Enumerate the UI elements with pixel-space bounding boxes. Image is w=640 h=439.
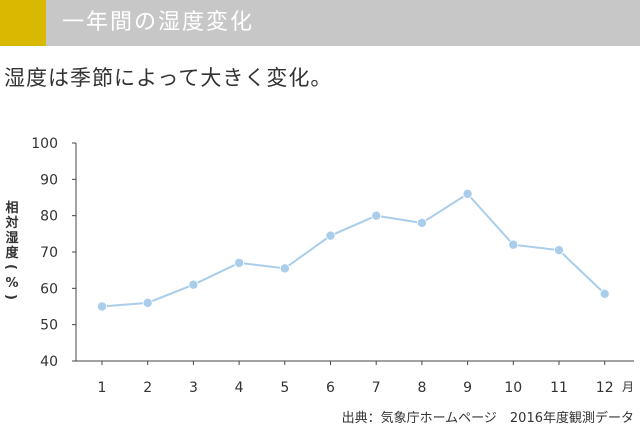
y-tick-label: 70: [40, 245, 58, 261]
x-tick-label: 9: [463, 380, 472, 396]
y-tick-label: 90: [40, 172, 58, 188]
y-axis-label-char: (: [3, 264, 18, 270]
data-point: [142, 297, 153, 308]
x-tick-label: 1: [98, 380, 107, 396]
data-point: [97, 301, 108, 312]
x-tick-label: 4: [235, 380, 244, 396]
x-tick-label: 7: [372, 380, 381, 396]
x-tick-label: 5: [280, 380, 289, 396]
y-axis-label-char: 対: [4, 215, 18, 231]
y-tick-label: 80: [40, 209, 58, 225]
x-tick-label: 3: [189, 380, 198, 396]
data-point: [371, 210, 382, 221]
x-tick-label: 11: [550, 380, 568, 396]
data-point: [462, 188, 473, 199]
x-axis-label: 月: [622, 380, 634, 394]
header-accent-block: [0, 0, 46, 46]
y-axis-label-char: 相: [5, 200, 18, 216]
subtitle: 湿度は季節によって大きく変化。: [4, 66, 333, 90]
y-tick-label: 100: [31, 136, 58, 152]
header-bar: [0, 0, 640, 46]
x-tick-label: 2: [143, 380, 152, 396]
y-axis-label-char: 湿: [5, 231, 18, 246]
data-point: [416, 217, 427, 228]
y-axis-label-char: ): [3, 294, 18, 300]
y-axis-label-char: %: [5, 276, 18, 291]
data-point: [188, 279, 199, 290]
x-tick-label: 12: [596, 380, 614, 396]
series-line: [101, 192, 606, 308]
y-tick-label: 40: [40, 354, 58, 370]
data-point: [508, 239, 519, 250]
data-point: [234, 257, 245, 268]
data-point: [279, 263, 290, 274]
x-tick-label: 8: [417, 380, 426, 396]
y-tick-label: 50: [40, 318, 58, 334]
header-title: 一年間の湿度変化: [62, 10, 255, 35]
x-tick-label: 10: [504, 380, 522, 396]
data-point: [325, 230, 336, 241]
y-tick-label: 60: [40, 281, 58, 297]
x-tick-label: 6: [326, 380, 335, 396]
data-point: [554, 245, 565, 256]
source-note: 出典：気象庁ホームページ 2016年度観測データ: [341, 411, 634, 426]
data-point: [599, 288, 610, 299]
y-axis-label-char: 度: [5, 245, 19, 261]
